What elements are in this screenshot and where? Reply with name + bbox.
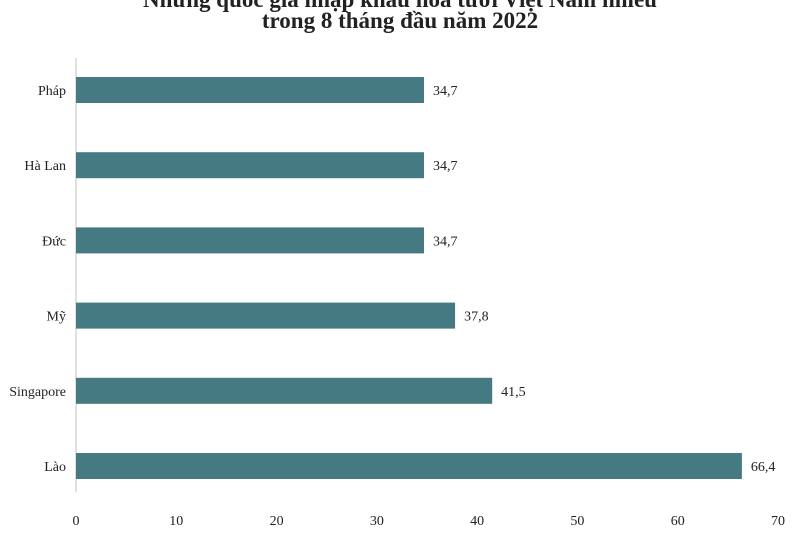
x-tick-label: 10 xyxy=(169,514,183,529)
data-label: 34,7 xyxy=(433,234,458,249)
bar xyxy=(76,302,456,329)
x-tick-label: 50 xyxy=(570,514,584,529)
x-tick-label: 70 xyxy=(771,514,785,529)
data-label: 34,7 xyxy=(433,159,458,174)
x-tick-label: 0 xyxy=(73,514,80,529)
x-tick-label: 40 xyxy=(470,514,484,529)
data-label: 34,7 xyxy=(433,84,458,99)
category-label: Singapore xyxy=(9,385,66,400)
x-tick-label: 60 xyxy=(671,514,685,529)
category-label: Pháp xyxy=(38,84,66,99)
category-label: Lào xyxy=(44,460,66,475)
data-label: 66,4 xyxy=(751,460,776,475)
category-label: Đức xyxy=(42,234,66,249)
category-label: Hà Lan xyxy=(24,159,66,174)
chart-title: Những quốc gia nhập khẩu hoa tươi Việt N… xyxy=(0,0,800,13)
bar xyxy=(76,377,493,404)
bar xyxy=(76,227,424,254)
data-label: 37,8 xyxy=(464,310,489,325)
category-label: Mỹ xyxy=(47,310,66,325)
chart-subtitle: trong 8 tháng đầu năm 2022 xyxy=(261,8,539,33)
x-tick-label: 20 xyxy=(270,514,284,529)
x-tick-label: 30 xyxy=(370,514,384,529)
bar xyxy=(76,453,742,479)
bar xyxy=(76,77,424,103)
bar xyxy=(76,152,424,179)
data-label: 41,5 xyxy=(501,385,525,400)
